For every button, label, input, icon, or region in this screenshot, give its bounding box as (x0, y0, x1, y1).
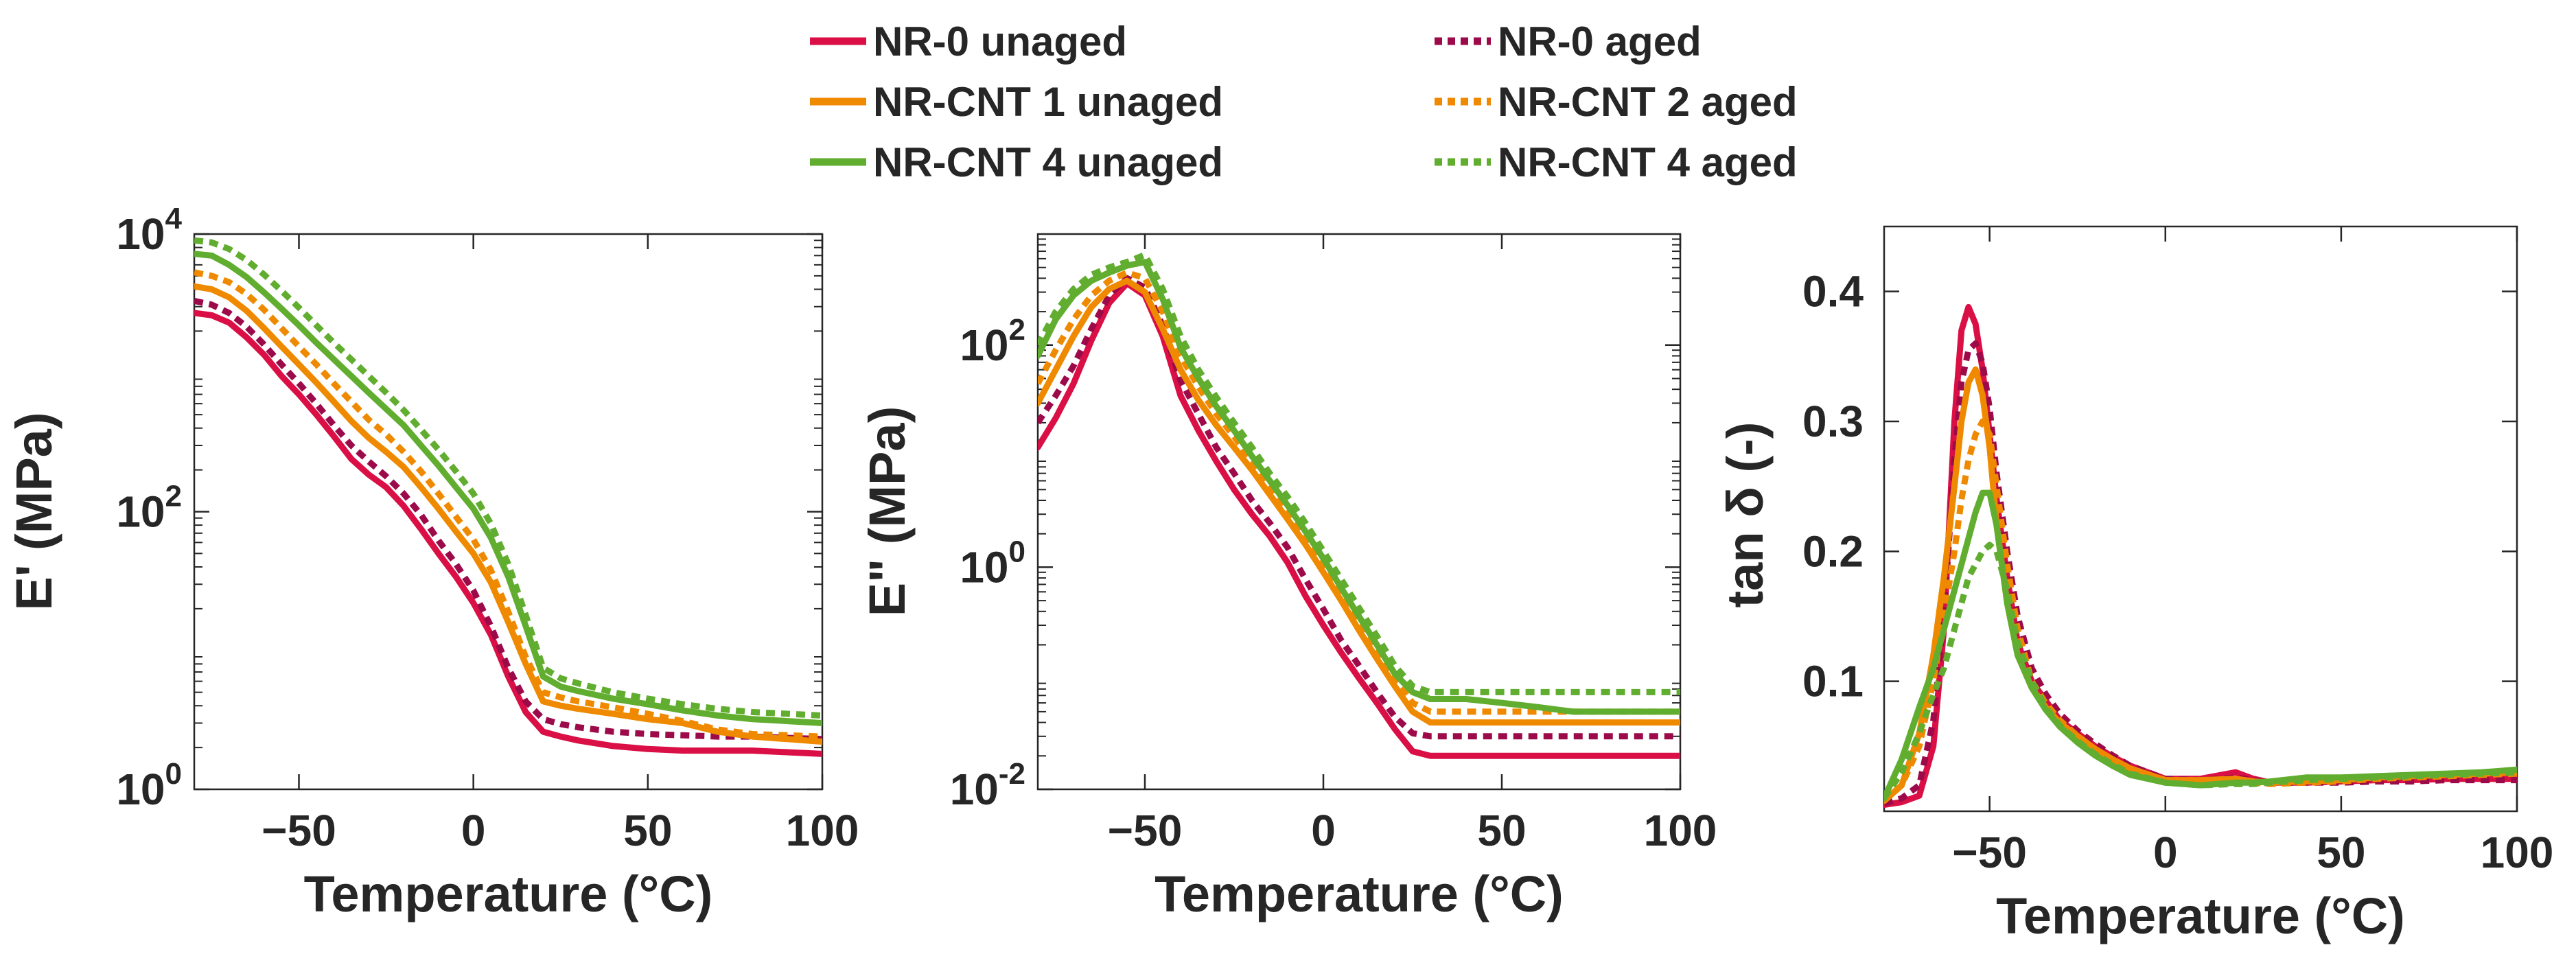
legend-label: NR-CNT 4 aged (1498, 139, 1798, 185)
y-tick-exponent: 0 (165, 757, 182, 791)
series-line-nr-cnt-4-unaged (1884, 489, 2517, 802)
x-tick-label: −50 (1952, 828, 2027, 877)
y-tick-base: 10 (950, 765, 999, 814)
legend-item: NR-CNT 4 unaged (810, 139, 1223, 185)
y-tick-label: 0.3 (1802, 397, 1864, 446)
y-tick-exponent: 2 (1009, 313, 1025, 347)
series-line-nr-0-aged (1884, 340, 2517, 806)
legend-label: NR-CNT 2 aged (1498, 79, 1798, 125)
y-tick-label: 100 (960, 535, 1025, 592)
series-group (1884, 303, 2517, 808)
y-tick-base: 10 (116, 765, 165, 814)
series-line-nr-cnt-2-aged (1038, 269, 1680, 715)
x-tick-label: 100 (2481, 828, 2554, 877)
y-tick-exponent: 2 (165, 480, 182, 513)
legend-label: NR-0 unaged (873, 19, 1127, 65)
series-line-nr-0-unaged (194, 310, 822, 757)
y-axis-label: E" (MPa) (859, 406, 916, 616)
y-tick-label: 102 (116, 480, 182, 537)
y-tick-exponent: 4 (165, 202, 183, 235)
plot-frame (1036, 233, 1682, 791)
x-axis-label: Temperature (°C) (304, 865, 713, 922)
y-tick-label: 100 (116, 757, 182, 814)
y-tick-base: 10 (960, 321, 1008, 370)
y-tick-exponent: -2 (999, 757, 1025, 791)
series-line-nr-cnt-1-unaged (1038, 277, 1680, 726)
series-line-nr-cnt-4-aged (194, 237, 822, 719)
legend-item: NR-CNT 1 unaged (810, 79, 1223, 125)
series-group (1038, 251, 1680, 759)
y-tick-label: 0.2 (1802, 526, 1864, 576)
y-tick-base: 10 (960, 542, 1008, 592)
x-tick-label: 50 (1477, 806, 1526, 855)
plot-frame (1883, 225, 2518, 813)
x-axis-label: Temperature (°C) (1996, 887, 2405, 944)
x-tick-label: 0 (461, 806, 486, 855)
chart-panel-tan-delta: −50 0 50 100 0.1 0.2 0.3 0.4 Temperature (°C) tan… (1717, 225, 2554, 944)
legend-item: NR-CNT 4 aged (1435, 139, 1798, 185)
y-tick-label: 104 (116, 202, 182, 259)
legend-label: NR-CNT 1 unaged (873, 79, 1223, 125)
x-tick-label: 50 (623, 806, 672, 855)
legend-label: NR-CNT 4 unaged (873, 139, 1223, 185)
y-tick-label: 10-2 (950, 757, 1025, 814)
y-tick-base: 10 (116, 487, 165, 537)
legend-item: NR-0 aged (1435, 19, 1702, 65)
x-tick-label: 50 (2317, 828, 2365, 877)
legend-item: NR-CNT 2 aged (1435, 79, 1798, 125)
series-line-nr-cnt-4-aged (1884, 542, 2517, 800)
series-group (194, 237, 822, 757)
series-line-nr-0-aged (1038, 275, 1680, 740)
y-tick-label: 102 (960, 313, 1025, 370)
x-tick-label: −50 (1108, 806, 1183, 855)
x-tick-label: 0 (2153, 828, 2178, 877)
series-line-nr-0-aged (194, 298, 822, 743)
legend-label: NR-0 aged (1498, 19, 1702, 65)
legend-item: NR-0 unaged (810, 19, 1127, 65)
y-axis-label: tan δ (-) (1717, 422, 1774, 608)
series-line-nr-cnt-4-aged (1038, 251, 1680, 695)
x-tick-label: 100 (1644, 806, 1717, 855)
series-line-nr-cnt-1-unaged (194, 283, 822, 745)
y-axis-label: E' (MPa) (5, 413, 62, 611)
series-line-nr-cnt-4-unaged (194, 251, 822, 726)
y-tick-label: 0.1 (1802, 657, 1864, 706)
series-line-nr-0-unaged (1038, 280, 1680, 759)
series-line-nr-cnt-2-aged (1884, 418, 2517, 804)
series-line-nr-cnt-4-unaged (1038, 259, 1680, 715)
x-tick-label: −50 (262, 806, 336, 855)
x-axis-label: Temperature (°C) (1154, 865, 1564, 922)
x-tick-label: 0 (1311, 806, 1336, 855)
y-tick-base: 10 (116, 209, 165, 259)
x-tick-label: 100 (786, 806, 859, 855)
y-tick-exponent: 0 (1009, 535, 1025, 568)
legend: NR-0 unaged NR-0 aged NR-CNT 1 unaged NR-CN… (810, 19, 1798, 185)
series-line-nr-cnt-2-aged (194, 269, 822, 740)
y-tick-label: 0.4 (1802, 267, 1864, 316)
